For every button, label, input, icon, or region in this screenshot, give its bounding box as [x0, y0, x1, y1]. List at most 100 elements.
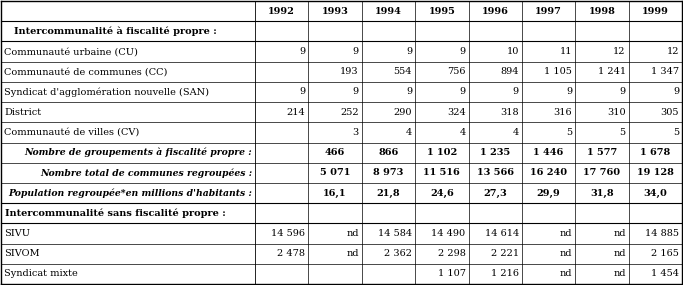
- Text: 9: 9: [460, 47, 466, 56]
- Text: 866: 866: [378, 148, 399, 157]
- Text: nd: nd: [560, 269, 572, 278]
- Text: 4: 4: [459, 128, 466, 137]
- Text: nd: nd: [346, 249, 359, 258]
- Text: 14 490: 14 490: [432, 229, 466, 238]
- Text: 2 221: 2 221: [491, 249, 519, 258]
- Text: 8 973: 8 973: [373, 168, 404, 177]
- Text: 19 128: 19 128: [637, 168, 673, 177]
- Text: 5: 5: [673, 128, 679, 137]
- Text: 14 596: 14 596: [271, 229, 305, 238]
- Text: SIVU: SIVU: [4, 229, 30, 238]
- Text: 17 760: 17 760: [583, 168, 620, 177]
- Text: 1997: 1997: [535, 7, 562, 16]
- Text: District: District: [4, 108, 41, 117]
- Text: SIVOM: SIVOM: [4, 249, 40, 258]
- Text: 1 454: 1 454: [651, 269, 679, 278]
- Text: 1 102: 1 102: [427, 148, 457, 157]
- Text: 466: 466: [325, 148, 345, 157]
- Text: 1998: 1998: [589, 7, 615, 16]
- Text: 11 516: 11 516: [423, 168, 460, 177]
- Text: nd: nd: [613, 229, 626, 238]
- Text: 2 478: 2 478: [277, 249, 305, 258]
- Text: 1995: 1995: [428, 7, 456, 16]
- Text: Intercommunalité sans fiscalité propre :: Intercommunalité sans fiscalité propre :: [5, 209, 225, 218]
- Text: 318: 318: [500, 108, 519, 117]
- Text: 9: 9: [619, 87, 626, 96]
- Text: 9: 9: [406, 47, 412, 56]
- Text: 13 566: 13 566: [477, 168, 514, 177]
- Text: 21,8: 21,8: [376, 189, 400, 198]
- Text: Nombre total de communes regroupées :: Nombre total de communes regroupées :: [40, 168, 252, 178]
- Text: 16 240: 16 240: [530, 168, 567, 177]
- Text: 1 216: 1 216: [491, 269, 519, 278]
- Text: 1 347: 1 347: [651, 67, 679, 76]
- Text: 10: 10: [507, 47, 519, 56]
- Text: 9: 9: [673, 87, 679, 96]
- Text: 305: 305: [660, 108, 679, 117]
- Text: nd: nd: [346, 229, 359, 238]
- Text: 9: 9: [566, 87, 572, 96]
- Text: 1994: 1994: [375, 7, 402, 16]
- Text: 9: 9: [460, 87, 466, 96]
- Text: 4: 4: [406, 128, 412, 137]
- Text: 554: 554: [393, 67, 412, 76]
- Text: nd: nd: [613, 269, 626, 278]
- Text: 1 107: 1 107: [438, 269, 466, 278]
- Text: nd: nd: [613, 249, 626, 258]
- Text: Nombre de groupements à fiscalité propre :: Nombre de groupements à fiscalité propre…: [25, 148, 252, 157]
- Text: 9: 9: [352, 87, 359, 96]
- Text: 316: 316: [554, 108, 572, 117]
- Text: 5: 5: [619, 128, 626, 137]
- Text: 894: 894: [501, 67, 519, 76]
- Text: 9: 9: [299, 47, 305, 56]
- Text: 252: 252: [340, 108, 359, 117]
- Text: 1999: 1999: [642, 7, 669, 16]
- Text: nd: nd: [560, 229, 572, 238]
- Text: Communauté de villes (CV): Communauté de villes (CV): [4, 128, 139, 137]
- Text: 9: 9: [406, 87, 412, 96]
- Text: 11: 11: [560, 47, 572, 56]
- Text: 27,3: 27,3: [484, 189, 507, 198]
- Text: 310: 310: [607, 108, 626, 117]
- Text: 1 235: 1 235: [480, 148, 510, 157]
- Text: 14 614: 14 614: [485, 229, 519, 238]
- Text: 1992: 1992: [268, 7, 295, 16]
- Text: 1 678: 1 678: [640, 148, 671, 157]
- Text: 1 577: 1 577: [587, 148, 617, 157]
- Text: 31,8: 31,8: [590, 189, 614, 198]
- Text: 1996: 1996: [482, 7, 509, 16]
- Text: 2 165: 2 165: [651, 249, 679, 258]
- Text: 290: 290: [393, 108, 412, 117]
- Text: 2 298: 2 298: [438, 249, 466, 258]
- Text: 29,9: 29,9: [537, 189, 561, 198]
- Text: 5 071: 5 071: [320, 168, 350, 177]
- Text: Intercommunalité à fiscalité propre :: Intercommunalité à fiscalité propre :: [14, 27, 217, 36]
- Text: 9: 9: [299, 87, 305, 96]
- Text: 1 446: 1 446: [533, 148, 563, 157]
- Text: 756: 756: [447, 67, 466, 76]
- Text: nd: nd: [560, 249, 572, 258]
- Text: 12: 12: [667, 47, 679, 56]
- Text: 3: 3: [352, 128, 359, 137]
- Text: 1993: 1993: [322, 7, 348, 16]
- Text: Population regroupée*en millions d'habitants :: Population regroupée*en millions d'habit…: [8, 188, 252, 198]
- Text: 14 584: 14 584: [378, 229, 412, 238]
- Text: Syndicat mixte: Syndicat mixte: [4, 269, 78, 278]
- Text: Syndicat d'agglomération nouvelle (SAN): Syndicat d'agglomération nouvelle (SAN): [4, 87, 209, 97]
- Text: 24,6: 24,6: [430, 189, 454, 198]
- Text: 2 362: 2 362: [384, 249, 412, 258]
- Text: Communauté de communes (CC): Communauté de communes (CC): [4, 67, 167, 76]
- Text: 4: 4: [513, 128, 519, 137]
- Text: 9: 9: [352, 47, 359, 56]
- Text: 214: 214: [287, 108, 305, 117]
- Text: 1 241: 1 241: [598, 67, 626, 76]
- Text: 5: 5: [566, 128, 572, 137]
- Text: 16,1: 16,1: [323, 189, 347, 198]
- Text: 9: 9: [513, 87, 519, 96]
- Text: 34,0: 34,0: [643, 189, 667, 198]
- Text: 14 885: 14 885: [645, 229, 679, 238]
- Text: 324: 324: [447, 108, 466, 117]
- Text: 12: 12: [613, 47, 626, 56]
- Text: Communauté urbaine (CU): Communauté urbaine (CU): [4, 47, 138, 56]
- Text: 193: 193: [340, 67, 359, 76]
